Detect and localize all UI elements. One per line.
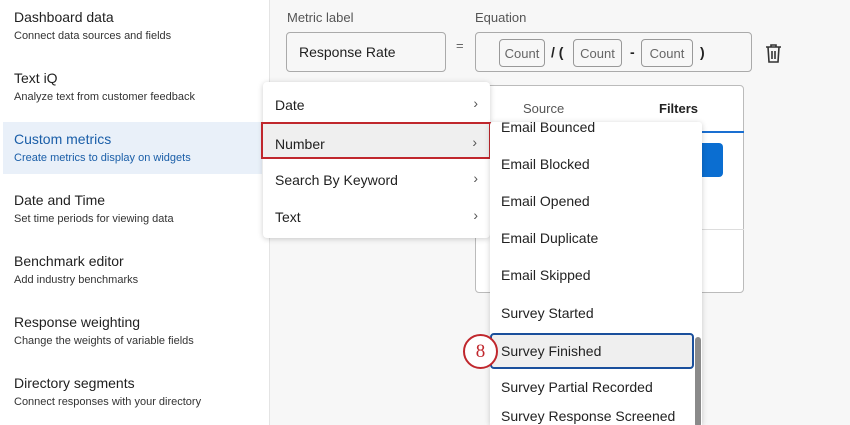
number-submenu: Email Bounced Email Blocked Email Opened… [490, 122, 702, 425]
sidebar-item-title: Custom metrics [14, 131, 112, 147]
menu-item-search-by-keyword[interactable]: Search By Keyword › [263, 160, 490, 197]
sidebar-item-custom-metrics[interactable]: Custom metrics Create metrics to display … [3, 122, 262, 174]
menu-item-label: Search By Keyword [275, 172, 398, 188]
operator: ) [700, 44, 705, 60]
menu-item-label: Number [275, 136, 325, 152]
metric-label-input[interactable]: Response Rate [286, 32, 446, 72]
menu-item-label: Date [275, 97, 305, 113]
chevron-right-icon: › [473, 95, 478, 111]
metric-label-heading: Metric label [287, 10, 354, 25]
submenu-item[interactable]: Email Opened [501, 193, 590, 209]
equation-field: Count / ( Count - Count ) [475, 32, 752, 72]
sidebar-item-title: Date and Time [14, 192, 106, 208]
menu-item-date[interactable]: Date › [263, 85, 490, 122]
field-type-menu: Date › Number › Search By Keyword › Text › [261, 82, 491, 238]
submenu-item[interactable]: Survey Response Screened Out [501, 408, 676, 425]
count-chip[interactable]: Count [499, 39, 545, 67]
menu-item-number[interactable]: Number › [261, 122, 491, 159]
count-chip[interactable]: Count [641, 39, 693, 67]
submenu-item[interactable]: Email Skipped [501, 267, 591, 283]
sidebar-item-subtitle: Connect responses with your directory [14, 396, 202, 408]
chevron-right-icon: › [473, 170, 478, 186]
menu-item-text[interactable]: Text › [263, 197, 490, 234]
submenu-item[interactable]: Email Duplicate [501, 230, 599, 246]
submenu-item[interactable]: Email Blocked [501, 156, 590, 172]
sidebar: Dashboard data Connect data sources and f… [0, 0, 270, 425]
count-chip[interactable]: Count [573, 39, 622, 67]
trash-icon[interactable] [765, 43, 782, 63]
sidebar-item-subtitle: Connect data sources and fields [14, 30, 172, 42]
sidebar-item-subtitle: Add industry benchmarks [14, 274, 139, 286]
sidebar-item-title: Directory segments [14, 375, 135, 391]
menu-item-label: Text [275, 209, 301, 225]
sidebar-item-benchmark-editor[interactable]: Benchmark editor Add industry benchmarks [3, 244, 262, 296]
sidebar-item-title: Text iQ [14, 70, 58, 86]
submenu-item-selected[interactable]: Survey Finished [490, 333, 694, 369]
sidebar-item-subtitle: Set time periods for viewing data [14, 213, 174, 225]
tab-source[interactable]: Source [523, 101, 565, 116]
sidebar-item-subtitle: Create metrics to display on widgets [14, 152, 191, 164]
scrollbar[interactable] [695, 337, 701, 425]
step-badge: 8 [463, 334, 498, 369]
sidebar-item-text-iq[interactable]: Text iQ Analyze text from customer feedba… [3, 61, 262, 113]
sidebar-item-dashboard-data[interactable]: Dashboard data Connect data sources and f… [3, 0, 262, 52]
sidebar-item-date-and-time[interactable]: Date and Time Set time periods for viewin… [3, 183, 262, 235]
submenu-item[interactable]: Email Bounced [501, 122, 596, 135]
operator: / ( [551, 44, 564, 60]
operator: - [630, 44, 635, 60]
equation-heading: Equation [475, 10, 527, 25]
sidebar-item-subtitle: Analyze text from customer feedback [14, 91, 195, 103]
sidebar-item-directory-segments[interactable]: Directory segments Connect responses with… [3, 366, 262, 418]
chevron-right-icon: › [472, 134, 477, 150]
tab-filters[interactable]: Filters [659, 101, 699, 116]
sidebar-item-title: Dashboard data [14, 9, 114, 25]
sidebar-item-title: Response weighting [14, 314, 141, 330]
sidebar-item-response-weighting[interactable]: Response weighting Change the weights of … [3, 305, 262, 357]
sidebar-item-subtitle: Change the weights of variable fields [14, 335, 194, 347]
submenu-item[interactable]: Survey Partial Recorded [501, 379, 653, 395]
chevron-right-icon: › [473, 207, 478, 223]
sidebar-item-title: Benchmark editor [14, 253, 124, 269]
equals-sign: = [456, 38, 464, 53]
submenu-item[interactable]: Survey Started [501, 305, 594, 321]
